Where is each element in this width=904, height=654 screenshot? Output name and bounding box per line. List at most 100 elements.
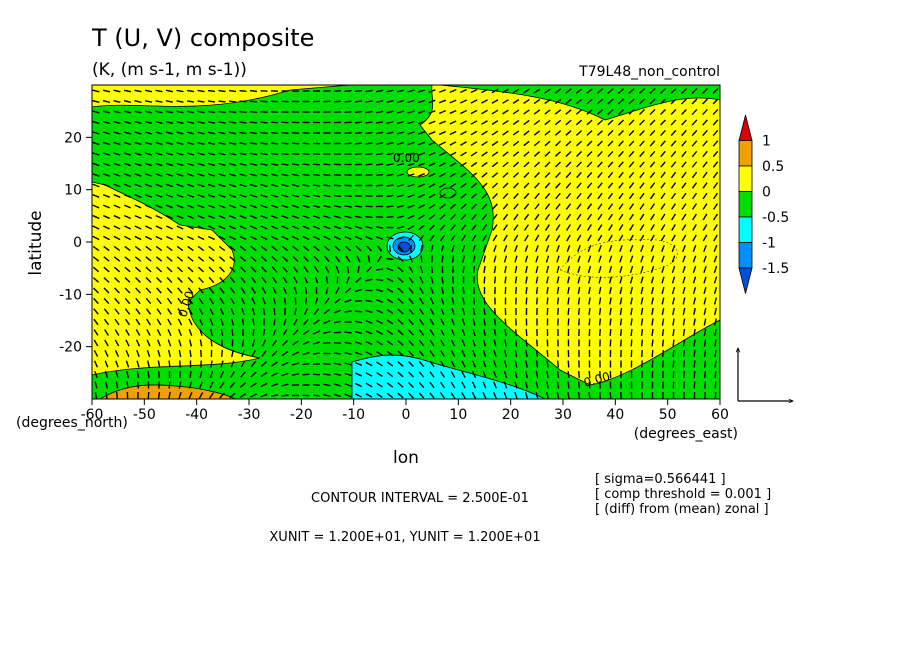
wind-vector xyxy=(607,130,614,136)
wind-vector xyxy=(462,265,465,274)
wind-vector xyxy=(230,297,235,305)
wind-vector xyxy=(134,173,142,177)
wind-vector xyxy=(660,234,666,242)
wind-vector xyxy=(375,288,384,293)
wind-vector xyxy=(240,266,246,273)
wind-vector xyxy=(123,194,132,198)
wind-vector xyxy=(355,372,362,377)
wind-vector xyxy=(418,214,425,220)
wind-vector xyxy=(628,109,635,115)
wind-vector xyxy=(691,150,698,158)
wind-vector xyxy=(146,339,151,347)
wind-vector xyxy=(639,140,645,147)
wind-vector xyxy=(386,361,394,367)
wind-vector xyxy=(134,214,142,220)
wind-vector xyxy=(440,234,445,242)
wind-vector xyxy=(144,110,153,114)
wind-vector xyxy=(365,142,373,145)
wind-vector xyxy=(546,276,549,284)
wind-vector xyxy=(649,182,656,189)
wind-vector xyxy=(671,286,676,295)
wind-vector xyxy=(365,89,373,93)
wind-vector xyxy=(312,215,321,219)
wind-vector xyxy=(661,297,665,305)
wind-vector xyxy=(618,203,624,210)
wind-vector xyxy=(144,131,153,135)
wind-vector xyxy=(314,266,319,273)
wind-vector xyxy=(250,225,257,230)
wind-vector xyxy=(566,234,571,242)
wind-vector xyxy=(134,194,142,198)
wind-vector xyxy=(125,360,130,368)
wind-vector xyxy=(428,89,436,93)
wind-vector xyxy=(535,391,539,399)
wind-vector xyxy=(354,131,363,135)
wind-vector xyxy=(565,151,572,157)
wind-vector xyxy=(250,266,257,273)
wind-vector xyxy=(438,99,447,104)
wind-vector xyxy=(512,161,520,168)
x-tick-label: 50 xyxy=(659,407,677,423)
wind-vector xyxy=(713,276,718,284)
wind-vector xyxy=(491,120,499,125)
wind-vector xyxy=(208,266,215,273)
wind-vector xyxy=(483,318,486,326)
wind-vector xyxy=(250,235,257,241)
wind-vector xyxy=(312,225,321,230)
wind-vector xyxy=(291,132,300,134)
wind-vector xyxy=(123,141,132,146)
wind-vector xyxy=(281,142,289,145)
wind-vector xyxy=(186,89,195,93)
wind-vector xyxy=(239,163,247,166)
wind-vector xyxy=(417,120,426,125)
wind-vector xyxy=(491,161,499,168)
wind-vector xyxy=(502,161,509,168)
x-tick-label: 40 xyxy=(606,407,624,423)
wind-vector xyxy=(525,265,528,274)
wind-vector xyxy=(186,141,195,146)
wind-vector xyxy=(165,141,174,146)
wind-vector xyxy=(197,110,205,114)
wind-vector xyxy=(188,392,193,399)
wind-vector xyxy=(354,215,363,219)
wind-vector xyxy=(92,235,100,241)
wind-vector xyxy=(176,266,184,273)
wind-vector xyxy=(713,224,718,231)
wind-vector xyxy=(302,173,310,177)
wind-vector xyxy=(628,130,635,136)
wind-vector xyxy=(450,381,456,389)
wind-vector xyxy=(619,328,623,337)
wind-vector xyxy=(260,245,268,252)
wind-vector xyxy=(397,319,404,325)
wind-vector xyxy=(439,141,446,146)
wind-vector xyxy=(702,161,708,168)
wind-vector xyxy=(567,307,570,316)
wind-vector xyxy=(239,110,247,114)
wind-vector xyxy=(354,110,363,114)
wind-vector xyxy=(534,234,540,242)
wind-vector xyxy=(302,163,310,166)
wind-vector xyxy=(93,360,99,368)
wind-vector xyxy=(207,89,216,93)
wind-vector xyxy=(281,215,289,219)
wind-vector xyxy=(502,182,509,189)
wind-vector xyxy=(144,162,153,167)
wind-vector xyxy=(228,173,237,177)
wind-vector xyxy=(671,276,676,284)
wind-vector xyxy=(660,182,666,189)
wind-vector xyxy=(135,297,141,305)
wind-vector xyxy=(176,162,184,167)
wind-vector xyxy=(239,215,247,219)
wind-vector xyxy=(607,161,614,168)
wind-vector xyxy=(186,100,195,103)
wind-vector xyxy=(113,173,121,177)
wind-vector xyxy=(176,256,184,262)
wind-vector xyxy=(209,318,214,326)
wind-vector xyxy=(514,381,518,389)
wind-vector xyxy=(493,328,497,337)
wind-vector xyxy=(649,161,656,168)
wind-vector xyxy=(460,109,467,115)
wind-vector xyxy=(323,383,331,387)
wind-vector xyxy=(659,88,667,94)
wind-vector xyxy=(588,318,591,326)
